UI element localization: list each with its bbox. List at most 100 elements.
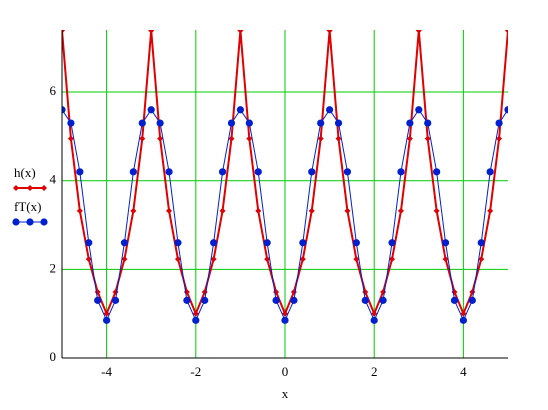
marker xyxy=(495,119,503,127)
marker xyxy=(281,316,289,324)
marker xyxy=(344,207,351,214)
marker xyxy=(121,256,128,263)
marker xyxy=(130,207,137,214)
marker xyxy=(406,135,413,142)
marker xyxy=(67,135,74,142)
marker xyxy=(317,135,324,142)
marker xyxy=(317,119,325,127)
marker xyxy=(76,207,83,214)
marker xyxy=(424,119,432,127)
marker xyxy=(505,30,508,34)
marker xyxy=(370,316,378,324)
marker xyxy=(299,256,306,263)
x-axis-label: x xyxy=(282,386,289,401)
marker xyxy=(76,168,84,176)
marker xyxy=(361,296,369,304)
marker xyxy=(192,310,199,317)
x-tick-label: 2 xyxy=(371,364,378,379)
marker xyxy=(254,168,262,176)
marker xyxy=(389,256,396,263)
marker xyxy=(85,239,93,247)
marker xyxy=(486,168,494,176)
marker xyxy=(166,207,173,214)
marker xyxy=(139,135,146,142)
marker xyxy=(308,207,315,214)
marker xyxy=(415,30,422,34)
legend-label: fT(x) xyxy=(14,199,41,214)
marker xyxy=(264,256,271,263)
marker xyxy=(147,106,155,114)
marker xyxy=(352,239,360,247)
marker xyxy=(450,296,459,304)
grid xyxy=(62,30,508,359)
marker xyxy=(388,239,396,247)
marker xyxy=(504,106,508,114)
marker xyxy=(120,239,129,247)
marker xyxy=(210,256,217,263)
marker xyxy=(228,135,235,142)
marker xyxy=(406,119,414,127)
marker xyxy=(415,106,423,114)
marker xyxy=(272,296,280,304)
marker xyxy=(183,296,191,304)
marker xyxy=(103,316,111,324)
marker xyxy=(13,185,19,191)
marker xyxy=(442,256,449,263)
marker xyxy=(326,30,333,34)
marker xyxy=(299,239,307,247)
marker xyxy=(496,135,503,142)
marker xyxy=(487,207,494,214)
marker xyxy=(459,316,467,324)
marker xyxy=(103,310,110,317)
marker xyxy=(85,256,92,263)
marker xyxy=(308,168,316,176)
marker xyxy=(255,207,262,214)
x-tick-label: 4 xyxy=(460,364,467,379)
marker xyxy=(371,310,378,317)
marker xyxy=(433,168,441,176)
marker xyxy=(441,239,450,247)
marker xyxy=(397,168,405,176)
marker xyxy=(94,296,102,304)
legend: h(x) fT(x) xyxy=(12,165,48,226)
y-tick-label: 2 xyxy=(50,260,57,275)
marker xyxy=(282,310,288,317)
marker xyxy=(129,168,137,176)
marker xyxy=(67,119,75,127)
marker xyxy=(111,296,120,304)
marker xyxy=(263,239,271,247)
marker xyxy=(460,310,467,317)
marker xyxy=(326,106,334,114)
x-tick-label: 0 xyxy=(282,364,289,379)
marker xyxy=(138,119,146,127)
x-tick-label: -2 xyxy=(190,364,201,379)
marker xyxy=(174,239,182,247)
marker xyxy=(62,106,66,114)
marker xyxy=(477,239,485,247)
y-tick-label: 0 xyxy=(50,349,57,364)
plot-area xyxy=(62,30,508,324)
marker xyxy=(245,119,253,127)
marker xyxy=(201,296,209,304)
marker xyxy=(27,185,33,191)
marker xyxy=(353,256,360,263)
marker xyxy=(433,207,440,214)
marker xyxy=(192,316,200,324)
marker xyxy=(237,30,244,34)
marker xyxy=(424,135,431,142)
marker xyxy=(218,168,227,176)
marker xyxy=(236,106,244,114)
marker xyxy=(219,207,226,214)
y-tick-label: 6 xyxy=(50,83,57,98)
marker xyxy=(335,135,342,142)
x-tick-label: -4 xyxy=(101,364,112,379)
marker xyxy=(157,135,164,142)
marker xyxy=(156,119,164,127)
y-tick-label: 4 xyxy=(50,172,57,187)
marker xyxy=(210,239,218,247)
marker xyxy=(227,119,236,127)
marker xyxy=(246,135,253,142)
marker xyxy=(478,256,485,263)
marker xyxy=(379,296,387,304)
marker xyxy=(174,256,181,263)
